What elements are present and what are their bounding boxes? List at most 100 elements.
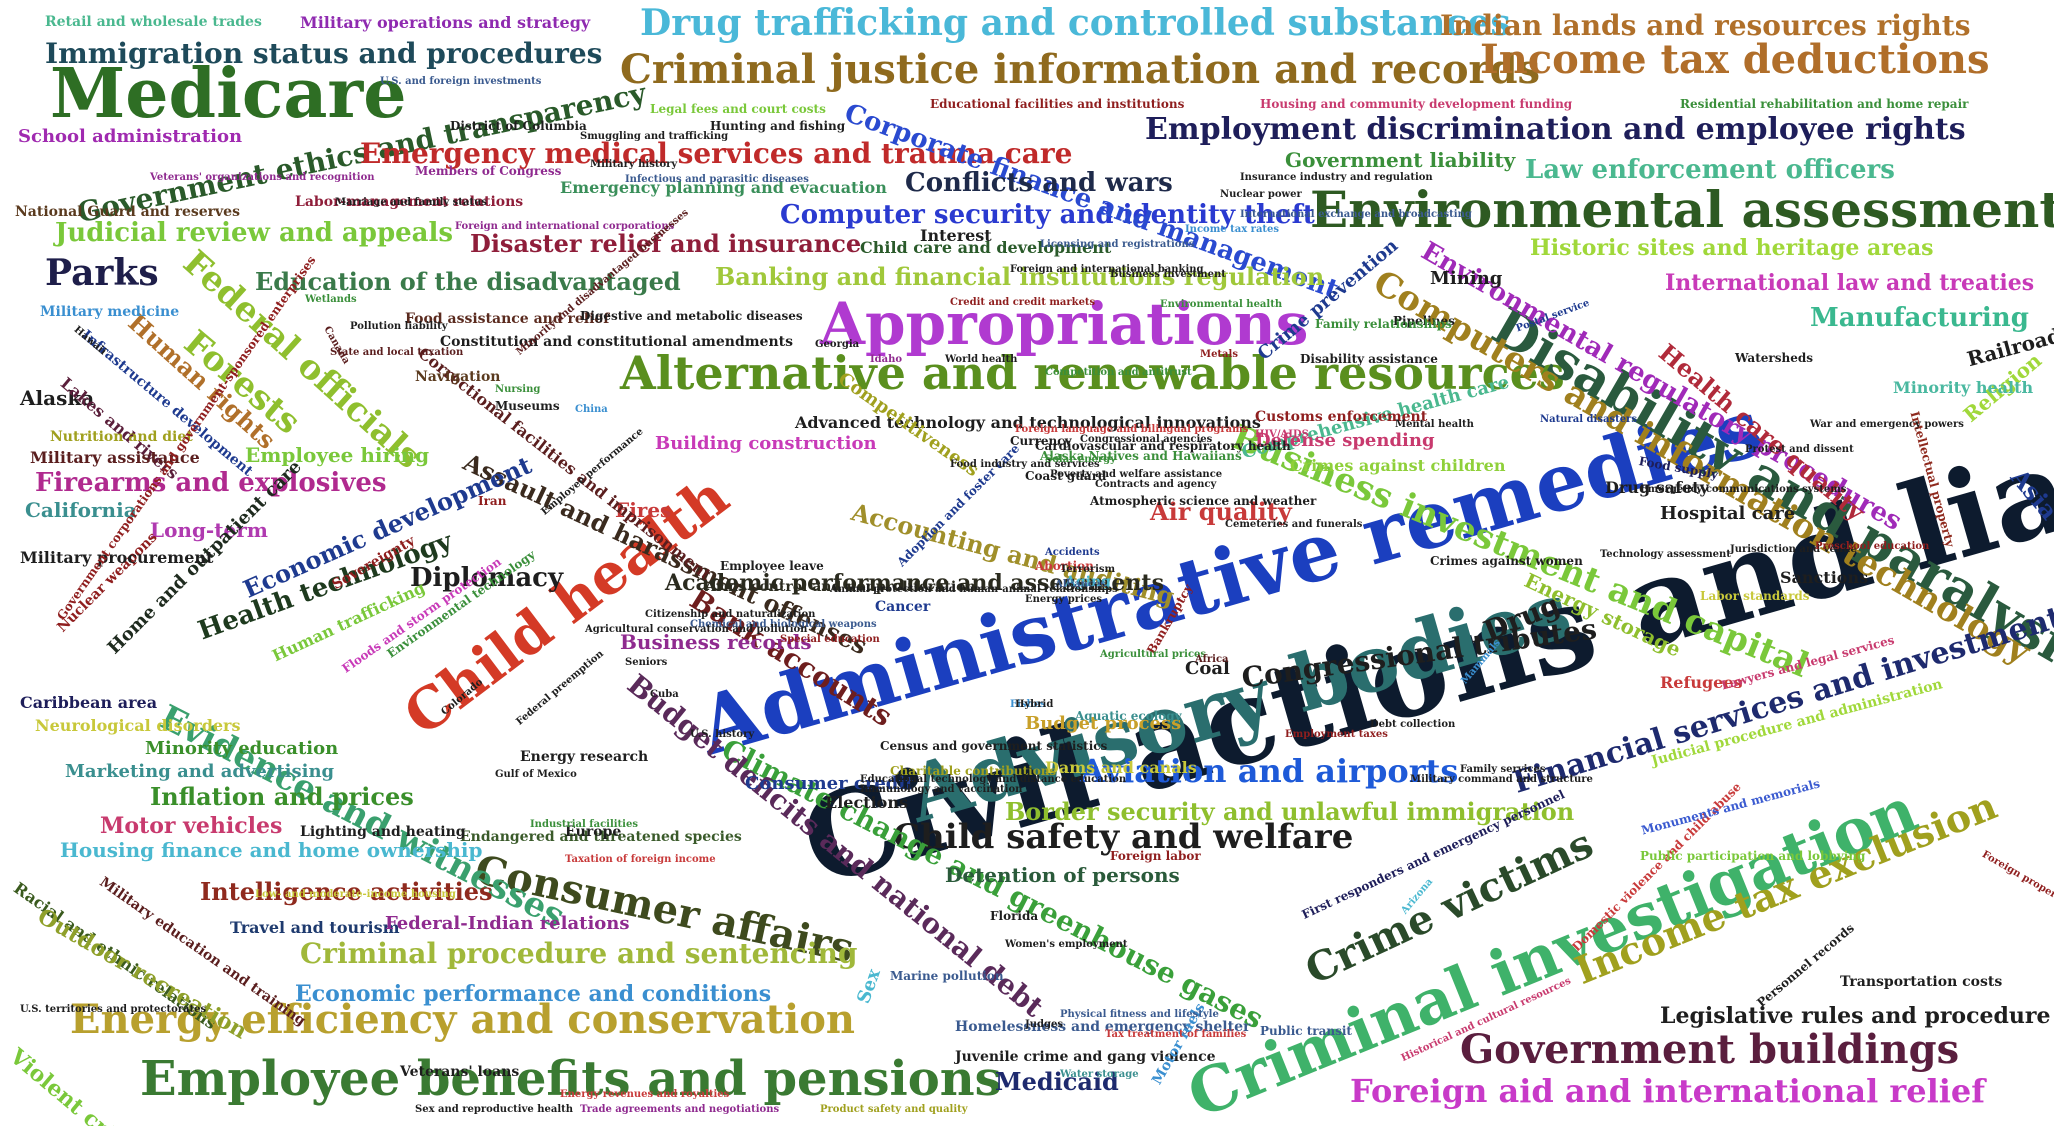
word-military-command-and-structure: Military command and structure [1410,774,1593,785]
word-protest-and-dissent: Protest and dissent [1745,444,1854,455]
word-judges: Judges [1025,1019,1063,1030]
word-criminal-justice-information-and-records: Criminal justice information and records [620,46,1541,93]
word-educational-facilities-and-institutions: Educational facilities and institutions [930,97,1185,111]
word-foreign-language-and-bilingual-programs: Foreign language and bilingual programs [1015,424,1249,435]
word-dams-and-canals: Dams and canals [1045,758,1197,777]
word-constitution-and-constitutional-amendments: Constitution and constitutional amendmen… [440,334,793,350]
word-fishes: Fishes [1010,699,1046,710]
word-housing-and-community-development-funding: Housing and community development fundin… [1260,97,1573,111]
word-energy-prices: Energy prices [1025,594,1102,605]
word-education-of-the-disadvantaged: Education of the disadvantaged [255,267,681,296]
word-aquatic-ecology: Aquatic ecology [1075,709,1182,723]
word-manufacturing: Manufacturing [1810,303,2029,333]
word-agricultural-prices: Agricultural prices [1100,649,1207,660]
word-war-and-emergency-powers: War and emergency powers [1810,419,1964,430]
word-conflicts-and-wars: Conflicts and wars [905,168,1173,198]
word-labor-standards: Labor standards [1700,589,1810,603]
word-inflation-and-prices: Inflation and prices [150,782,414,811]
word-product-safety-and-quality: Product safety and quality [820,1104,968,1115]
word-u-s-territories-and-protectorates: U.S. territories and protectorates [20,1004,207,1015]
word-jurisdiction-and-venue: Jurisdiction and venue [1730,544,1857,555]
word-wetlands: Wetlands [305,294,357,305]
word-citizenship-and-naturalization: Citizenship and naturalization [645,609,816,620]
word-emergency-planning-and-evacuation: Emergency planning and evacuation [560,178,887,197]
word-elections: Elections [825,793,908,812]
word-customs-enforcement: Customs enforcement [1255,409,1428,425]
word-sex: Sex [853,966,885,1007]
word-intelligence-activities: Intelligence activities [200,877,493,906]
word-employment-taxes: Employment taxes [1285,729,1388,740]
word-tax-treatment-of-families: Tax treatment of families [1105,1029,1247,1040]
word-district-of-columbia: District of Columbia [450,119,587,133]
word-sex-and-reproductive-health: Sex and reproductive health [415,1104,574,1115]
word-mental-health: Mental health [1395,419,1474,430]
word-income-tax-deductions: Income tax deductions [1480,36,1990,83]
word-arms-control-and-nonproliferation: Arms control and nonproliferation [705,579,976,595]
word-veterans-organizations-and-recognition: Veterans' organizations and recognition [150,172,375,183]
word-state-and-local-taxation: State and local taxation [330,347,464,358]
word-legislative-rules-and-procedure: Legislative rules and procedure [1660,1003,2051,1029]
word-diplomacy: Diplomacy [410,563,564,593]
word-pipelines: Pipelines [1393,314,1455,328]
word-pollution-liability: Pollution liability [350,321,448,332]
word-budget-process: Budget process [1025,713,1182,734]
word-transportation-costs: Transportation costs [1840,974,2003,990]
word-environmental-health: Environmental health [1160,299,1283,310]
word-personnel-records: Personnel records [1754,920,1857,1010]
word-residential-rehabilitation-and-home-repair: Residential rehabilitation and home repa… [1680,97,1969,111]
word-preschool-education: Preschool education [1815,541,1930,552]
word-drug-safety: Drug safety [1605,478,1709,497]
word-poverty-and-welfare-assistance: Poverty and welfare assistance [1050,469,1223,480]
word-florida: Florida [990,909,1039,923]
word-environmental-assessment: Environmental assessment [1310,180,2054,239]
word-neurological-disorders: Neurological disorders [35,716,241,735]
word-immunology-and-vaccination: Immunology and vaccination [860,784,1023,795]
word-coal: Coal [1185,658,1230,679]
word-school-administration: School administration [18,126,243,147]
word-food-assistance-and-relief: Food assistance and relief [405,311,610,327]
word-cemeteries-and-funerals: Cemeteries and funerals [1225,519,1363,530]
word-employee-leave: Employee leave [720,559,824,573]
word-iran: Iran [478,494,507,508]
word-metals: Metals [1200,349,1238,360]
word-international-exchange-and-broadcasting: International exchange and broadcasting [1240,209,1472,220]
word-physical-fitness-and-lifestyle: Physical fitness and lifestyle [1060,1009,1219,1020]
word-alliances: Alliances [1055,579,1106,590]
word-debt-collection: Debt collection [1370,719,1456,730]
word-veterans-loans: Veterans' loans [400,1064,520,1080]
word-medicaid: Medicaid [995,1067,1119,1096]
word-national-guard-and-reserves: National Guard and reserves [15,204,240,220]
word-defense-spending: Defense spending [1255,430,1435,451]
word-marine-pollution: Marine pollution [890,969,1004,983]
word-food-industry-and-services: Food industry and services [950,459,1100,470]
word-medicare: Medicare [50,54,407,134]
word-trade-agreements-and-negotiations: Trade agreements and negotiations [580,1104,780,1115]
word-members-of-congress: Members of Congress [415,164,562,178]
word-immigration-status-and-procedures: Immigration status and procedures [45,37,603,70]
word-gulf-of-mexico: Gulf of Mexico [495,769,577,780]
word-idaho: Idaho [870,354,903,365]
word-academic-performance-and-assessments: Academic performance and assessments [665,570,1164,596]
word-energy-research: Energy research [520,749,649,765]
word-china: China [575,404,608,415]
word-historic-sites-and-heritage-areas: Historic sites and heritage areas [1530,235,1934,261]
word-hiv-aids: HIV/AIDS [1255,429,1309,440]
word-special-education: Special education [780,634,880,645]
word-building-construction: Building construction [655,433,877,454]
word-accidents: Accidents [1045,547,1100,558]
word-atmospheric-science-and-weather: Atmospheric science and weather [1090,494,1317,508]
word-endangered-and-threatened-species: Endangered and threatened species [460,829,742,845]
word-mining: Mining [1430,268,1503,289]
word-natural-disasters: Natural disasters [1540,414,1637,425]
word-law-enforcement-officers: Law enforcement officers [1525,155,1895,185]
word-cancer: Cancer [875,599,931,615]
word-hospital-care: Hospital care [1660,503,1796,524]
word-technology-assessment: Technology assessment [1600,549,1731,560]
word-women-s-employment: Women's employment [1005,939,1128,950]
word-disaster-relief-and-insurance: Disaster relief and insurance [470,229,862,258]
word-world-health: World health [945,354,1018,365]
word-foreign-labor: Foreign labor [1110,849,1201,863]
word-chemical-and-biological-weapons: Chemical and biological weapons [690,619,877,630]
word-taxation-of-foreign-income: Taxation of foreign income [565,854,716,865]
word-firearms-and-explosives: Firearms and explosives [35,468,387,498]
